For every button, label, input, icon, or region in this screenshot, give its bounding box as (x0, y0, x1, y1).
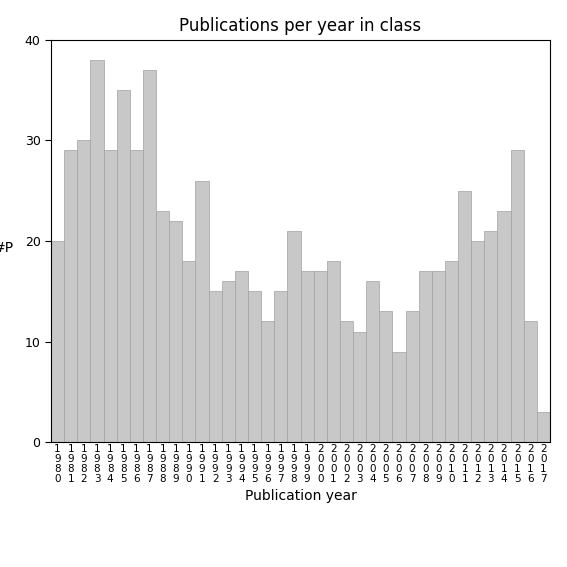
Bar (261, 321, 274, 442)
Bar (458, 191, 471, 442)
Bar (156, 211, 169, 442)
X-axis label: Publication year: Publication year (244, 489, 357, 503)
Title: Publications per year in class: Publications per year in class (179, 18, 422, 35)
Bar (130, 150, 143, 442)
Bar (511, 150, 524, 442)
Bar (418, 271, 432, 442)
Bar (235, 271, 248, 442)
Bar (169, 221, 183, 442)
Bar (77, 141, 90, 442)
Bar (379, 311, 392, 442)
Bar (353, 332, 366, 442)
Bar (222, 281, 235, 442)
Bar (51, 241, 64, 442)
Bar (445, 261, 458, 442)
Bar (537, 412, 550, 442)
Bar (524, 321, 537, 442)
Bar (497, 211, 511, 442)
Bar (248, 291, 261, 442)
Bar (287, 231, 301, 442)
Bar (64, 150, 77, 442)
Y-axis label: #P: #P (0, 241, 14, 255)
Bar (484, 231, 497, 442)
Bar (314, 271, 327, 442)
Bar (90, 60, 104, 442)
Bar (340, 321, 353, 442)
Bar (196, 180, 209, 442)
Bar (405, 311, 418, 442)
Bar (366, 281, 379, 442)
Bar (432, 271, 445, 442)
Bar (471, 241, 484, 442)
Bar (274, 291, 287, 442)
Bar (104, 150, 117, 442)
Bar (327, 261, 340, 442)
Bar (117, 90, 130, 442)
Bar (392, 352, 405, 442)
Bar (209, 291, 222, 442)
Bar (143, 70, 156, 442)
Bar (183, 261, 196, 442)
Bar (301, 271, 314, 442)
